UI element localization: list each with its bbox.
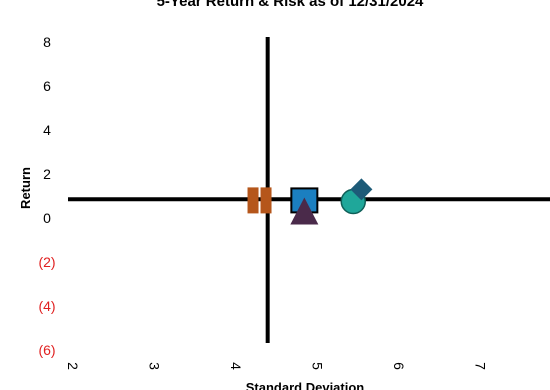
data-points [247, 178, 373, 225]
data-point-2 [290, 197, 319, 225]
y-tick-label-0: 8 [43, 34, 51, 50]
data-point-4 [350, 178, 373, 201]
y-tick-label-1: 6 [43, 78, 51, 94]
x-tick-label-1: 3 [147, 362, 163, 370]
x-tick-label-2: 4 [228, 362, 244, 370]
data-point-0 [247, 187, 272, 214]
x-tick-label-3: 5 [310, 362, 326, 370]
y-tick-label-3: 2 [43, 166, 51, 182]
x-tick-label-5: 7 [473, 362, 489, 370]
y-axis-ticks: 8 6 4 2 0 (2) (4) (6) [38, 34, 55, 358]
x-axis-ticks: 2 3 4 5 6 7 [65, 362, 489, 370]
x-tick-label-0: 2 [65, 362, 81, 370]
y-tick-label-4: 0 [43, 210, 51, 226]
x-axis-title: Standard Deviation [246, 380, 365, 390]
y-tick-label-7: (6) [38, 342, 55, 358]
y-axis-title: Return [18, 167, 33, 209]
y-tick-label-2: 4 [43, 122, 51, 138]
y-tick-label-6: (4) [38, 298, 55, 314]
chart-title: 5-Year Return & Risk as of 12/31/2024 [157, 0, 424, 10]
y-tick-label-5: (2) [38, 254, 55, 270]
x-tick-label-4: 6 [391, 362, 407, 370]
